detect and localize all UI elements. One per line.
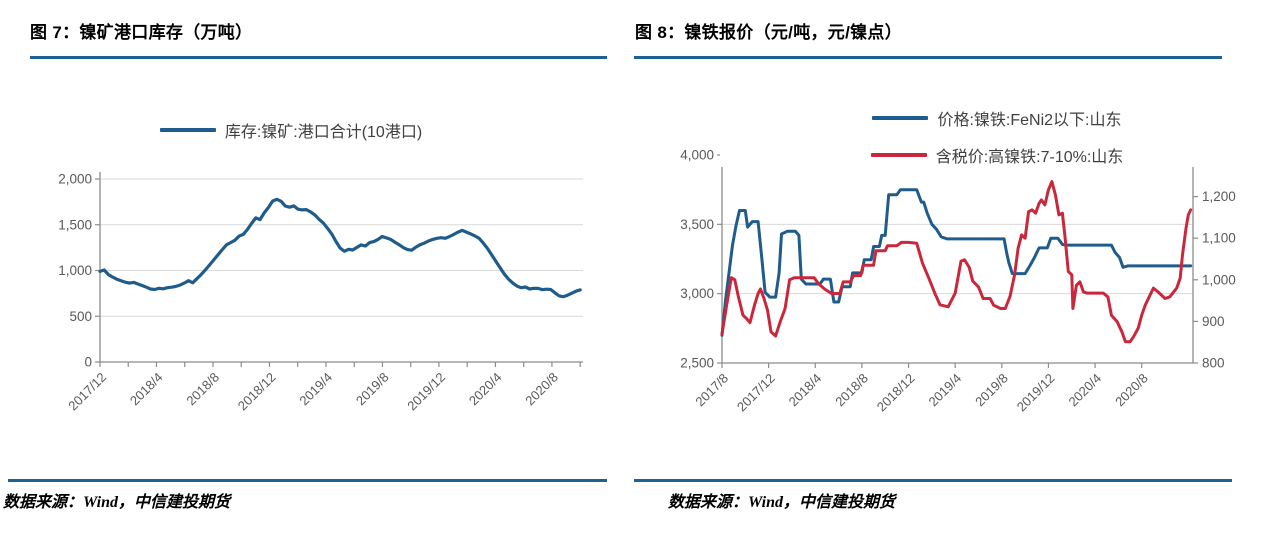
figure-7-title-rule — [30, 56, 607, 59]
x-tick-label: 2019/4 — [926, 371, 965, 410]
x-tick-label: 2017/8 — [692, 371, 731, 410]
y-tick-label-right: 800 — [1202, 356, 1225, 371]
nickel-ore-inventory-chart: 2017/12 2018/4 2018/8 2018/12 2019/4 2019/8 20… — [58, 172, 583, 414]
figure-8-title-rule — [634, 56, 1222, 59]
x-tick-label: 2018/4 — [786, 371, 825, 410]
figure-7-source: 数据来源：Wind，中信建投期货 — [3, 494, 230, 511]
figure-7-title: 图 7：镍矿港口库存（万吨） — [30, 23, 253, 42]
y-tick-label-right: 1,300 — [1202, 148, 1236, 163]
x-tick-label: 2019/8 — [353, 370, 392, 409]
feni2-price-line — [720, 188, 1193, 337]
x-tick-label: 2020/8 — [1112, 371, 1151, 410]
y-tick-label-left: 0 — [84, 355, 92, 370]
x-tick-label: 2017/12 — [65, 370, 109, 414]
x-tick-label: 2019/12 — [404, 370, 448, 414]
x-tick-label: 2018/12 — [235, 370, 279, 414]
y-tick-label-right: 1,000 — [1202, 272, 1236, 287]
x-tick-label: 2020/4 — [1065, 371, 1104, 410]
x-tick-label: 2018/12 — [874, 371, 918, 415]
y-tick-label-right: 1,100 — [1202, 231, 1236, 246]
y-tick-label-left: 500 — [69, 309, 92, 324]
x-tick-label: 2019/12 — [1014, 371, 1058, 415]
inventory-line — [98, 197, 582, 299]
y-tick-label-left: 3,500 — [680, 217, 714, 232]
y-tick-label-left: 2,000 — [58, 172, 92, 187]
x-tick-label: 2018/8 — [183, 370, 222, 409]
y-tick-label-left: 1,500 — [58, 217, 92, 232]
y-tick-label-left: 1,000 — [58, 263, 92, 278]
x-tick-label: 2020/4 — [466, 370, 505, 409]
nickel-iron-price-chart: 2017/8 2017/12 2018/4 2018/8 2018/12 2019/4 20… — [680, 148, 1236, 415]
x-tick-label: 2018/8 — [832, 371, 871, 410]
y-tick-label-right: 1,200 — [1202, 189, 1236, 204]
y-tick-label-left: 2,500 — [680, 356, 714, 371]
figure-8-bottom-rule — [634, 479, 1232, 482]
y-tick-label-left: 3,000 — [680, 286, 714, 301]
high-nickel-price-line — [720, 180, 1193, 344]
y-tick-label-right: 900 — [1202, 314, 1225, 329]
x-tick-label: 2020/8 — [522, 370, 561, 409]
y-tick-label-left: 4,000 — [680, 148, 714, 163]
figure-7-bottom-rule — [8, 479, 607, 482]
figure-8: 图 8：镍铁报价（元/吨，元/镍点） 2017/8 2017/12 2018/4 20… — [630, 0, 1274, 539]
figure-8-title: 图 8：镍铁报价（元/吨，元/镍点） — [635, 23, 903, 42]
figure-8-source: 数据来源：Wind，中信建投期货 — [668, 494, 895, 511]
x-tick-label: 2019/8 — [972, 371, 1011, 410]
x-tick-label: 2017/12 — [734, 371, 778, 415]
x-tick-label: 2018/4 — [127, 370, 166, 409]
figure-7: 图 7：镍矿港口库存（万吨） 2017/12 2018/4 2018/8 2018/1… — [0, 0, 630, 539]
x-tick-label: 2019/4 — [296, 370, 335, 409]
